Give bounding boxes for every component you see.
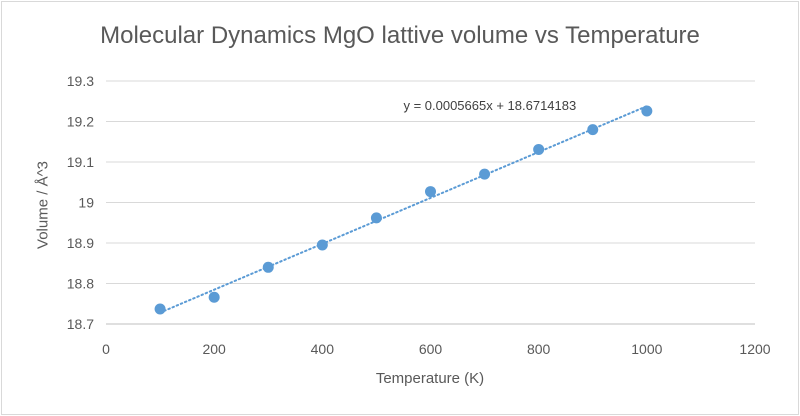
chart-title: Molecular Dynamics MgO lattive volume vs… <box>100 22 700 49</box>
data-point <box>154 303 166 315</box>
x-axis-title: Temperature (K) <box>375 370 485 387</box>
x-tick-label: 0 <box>102 341 110 357</box>
trendline <box>159 105 648 314</box>
data-point <box>370 212 382 224</box>
data-point <box>479 168 491 180</box>
y-tick-label: 18.7 <box>67 316 94 332</box>
x-tick-label: 800 <box>527 341 551 357</box>
x-tick-label: 1200 <box>739 341 770 357</box>
y-tick-label: 18.9 <box>67 235 94 251</box>
trendline-group <box>159 105 648 314</box>
y-tick-label: 18.8 <box>67 276 94 292</box>
data-point <box>425 186 436 198</box>
trendline-equation: y = 0.0005665x + 18.6714183 <box>403 98 576 113</box>
tick-labels: 18.7 18.8 18.9 19 19.1 19.2 19.3 0 200 400 600 800 1… <box>67 73 771 357</box>
data-point <box>316 239 328 251</box>
y-tick-label: 19.2 <box>67 114 94 130</box>
y-tick-label: 19 <box>78 195 94 211</box>
data-point <box>533 143 545 155</box>
x-tick-label: 600 <box>419 341 443 357</box>
x-tick-label: 1000 <box>631 341 662 357</box>
data-point <box>262 261 274 273</box>
data-point <box>208 291 220 303</box>
data-points <box>154 105 653 315</box>
gridlines <box>106 80 755 284</box>
y-tick-label: 19.1 <box>67 154 94 170</box>
data-point <box>587 124 599 136</box>
x-tick-label: 200 <box>202 341 226 357</box>
x-tick-label: 400 <box>311 341 335 357</box>
y-tick-label: 19.3 <box>67 73 94 89</box>
data-point <box>641 105 653 117</box>
